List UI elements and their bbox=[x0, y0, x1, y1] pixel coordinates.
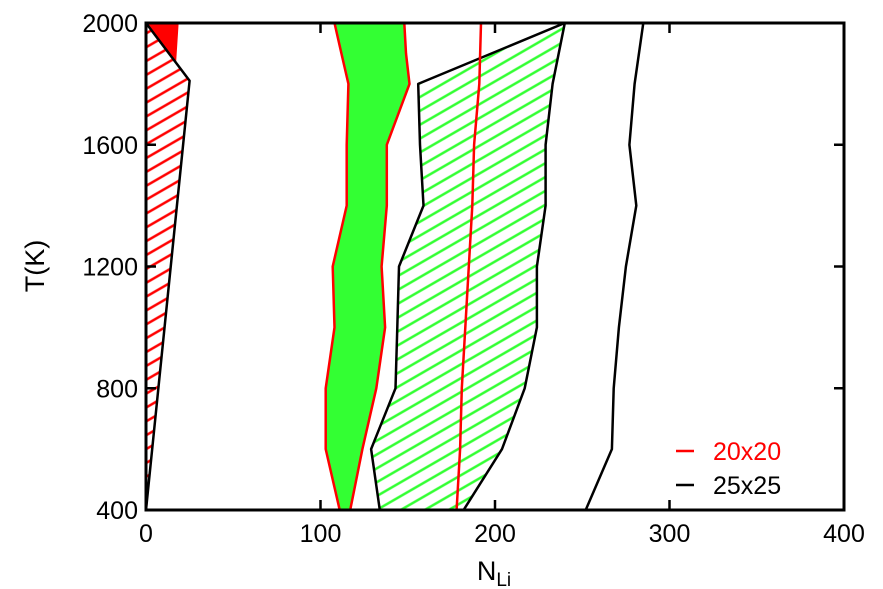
x-tick-label: 0 bbox=[139, 520, 153, 548]
x-tick-label: 200 bbox=[474, 520, 516, 548]
y-axis-label: T(K) bbox=[20, 240, 50, 292]
ticks-layer bbox=[144, 21, 846, 512]
y-tick-label: 800 bbox=[96, 375, 138, 403]
line-25x25-boundary bbox=[584, 23, 645, 510]
x-tick-label: 100 bbox=[300, 520, 342, 548]
x-tick-label: 300 bbox=[649, 520, 691, 548]
x-axis-label: NLi bbox=[477, 556, 511, 589]
region-20x20-middle-solid bbox=[324, 23, 411, 510]
y-tick-label: 2000 bbox=[82, 10, 138, 38]
lines-layer bbox=[455, 23, 645, 510]
tick-labels-layer: 0 100 200 300 400 400 800 1200 1600 2000 bbox=[82, 10, 864, 548]
y-tick-label: 1200 bbox=[82, 254, 138, 282]
x-axis-label-sub: Li bbox=[496, 570, 511, 589]
line-20x20-boundary bbox=[455, 23, 483, 510]
legend-label-25x25: 25x25 bbox=[713, 472, 781, 500]
y-tick-label: 1600 bbox=[82, 132, 138, 160]
x-axis-label-main: N bbox=[477, 556, 497, 586]
x-tick-label: 400 bbox=[823, 520, 865, 548]
y-tick-label: 400 bbox=[96, 497, 138, 525]
region-25x25-left-hatched bbox=[146, 23, 191, 510]
legend: 20x20 25x25 bbox=[676, 438, 781, 500]
legend-label-20x20: 20x20 bbox=[713, 438, 781, 466]
